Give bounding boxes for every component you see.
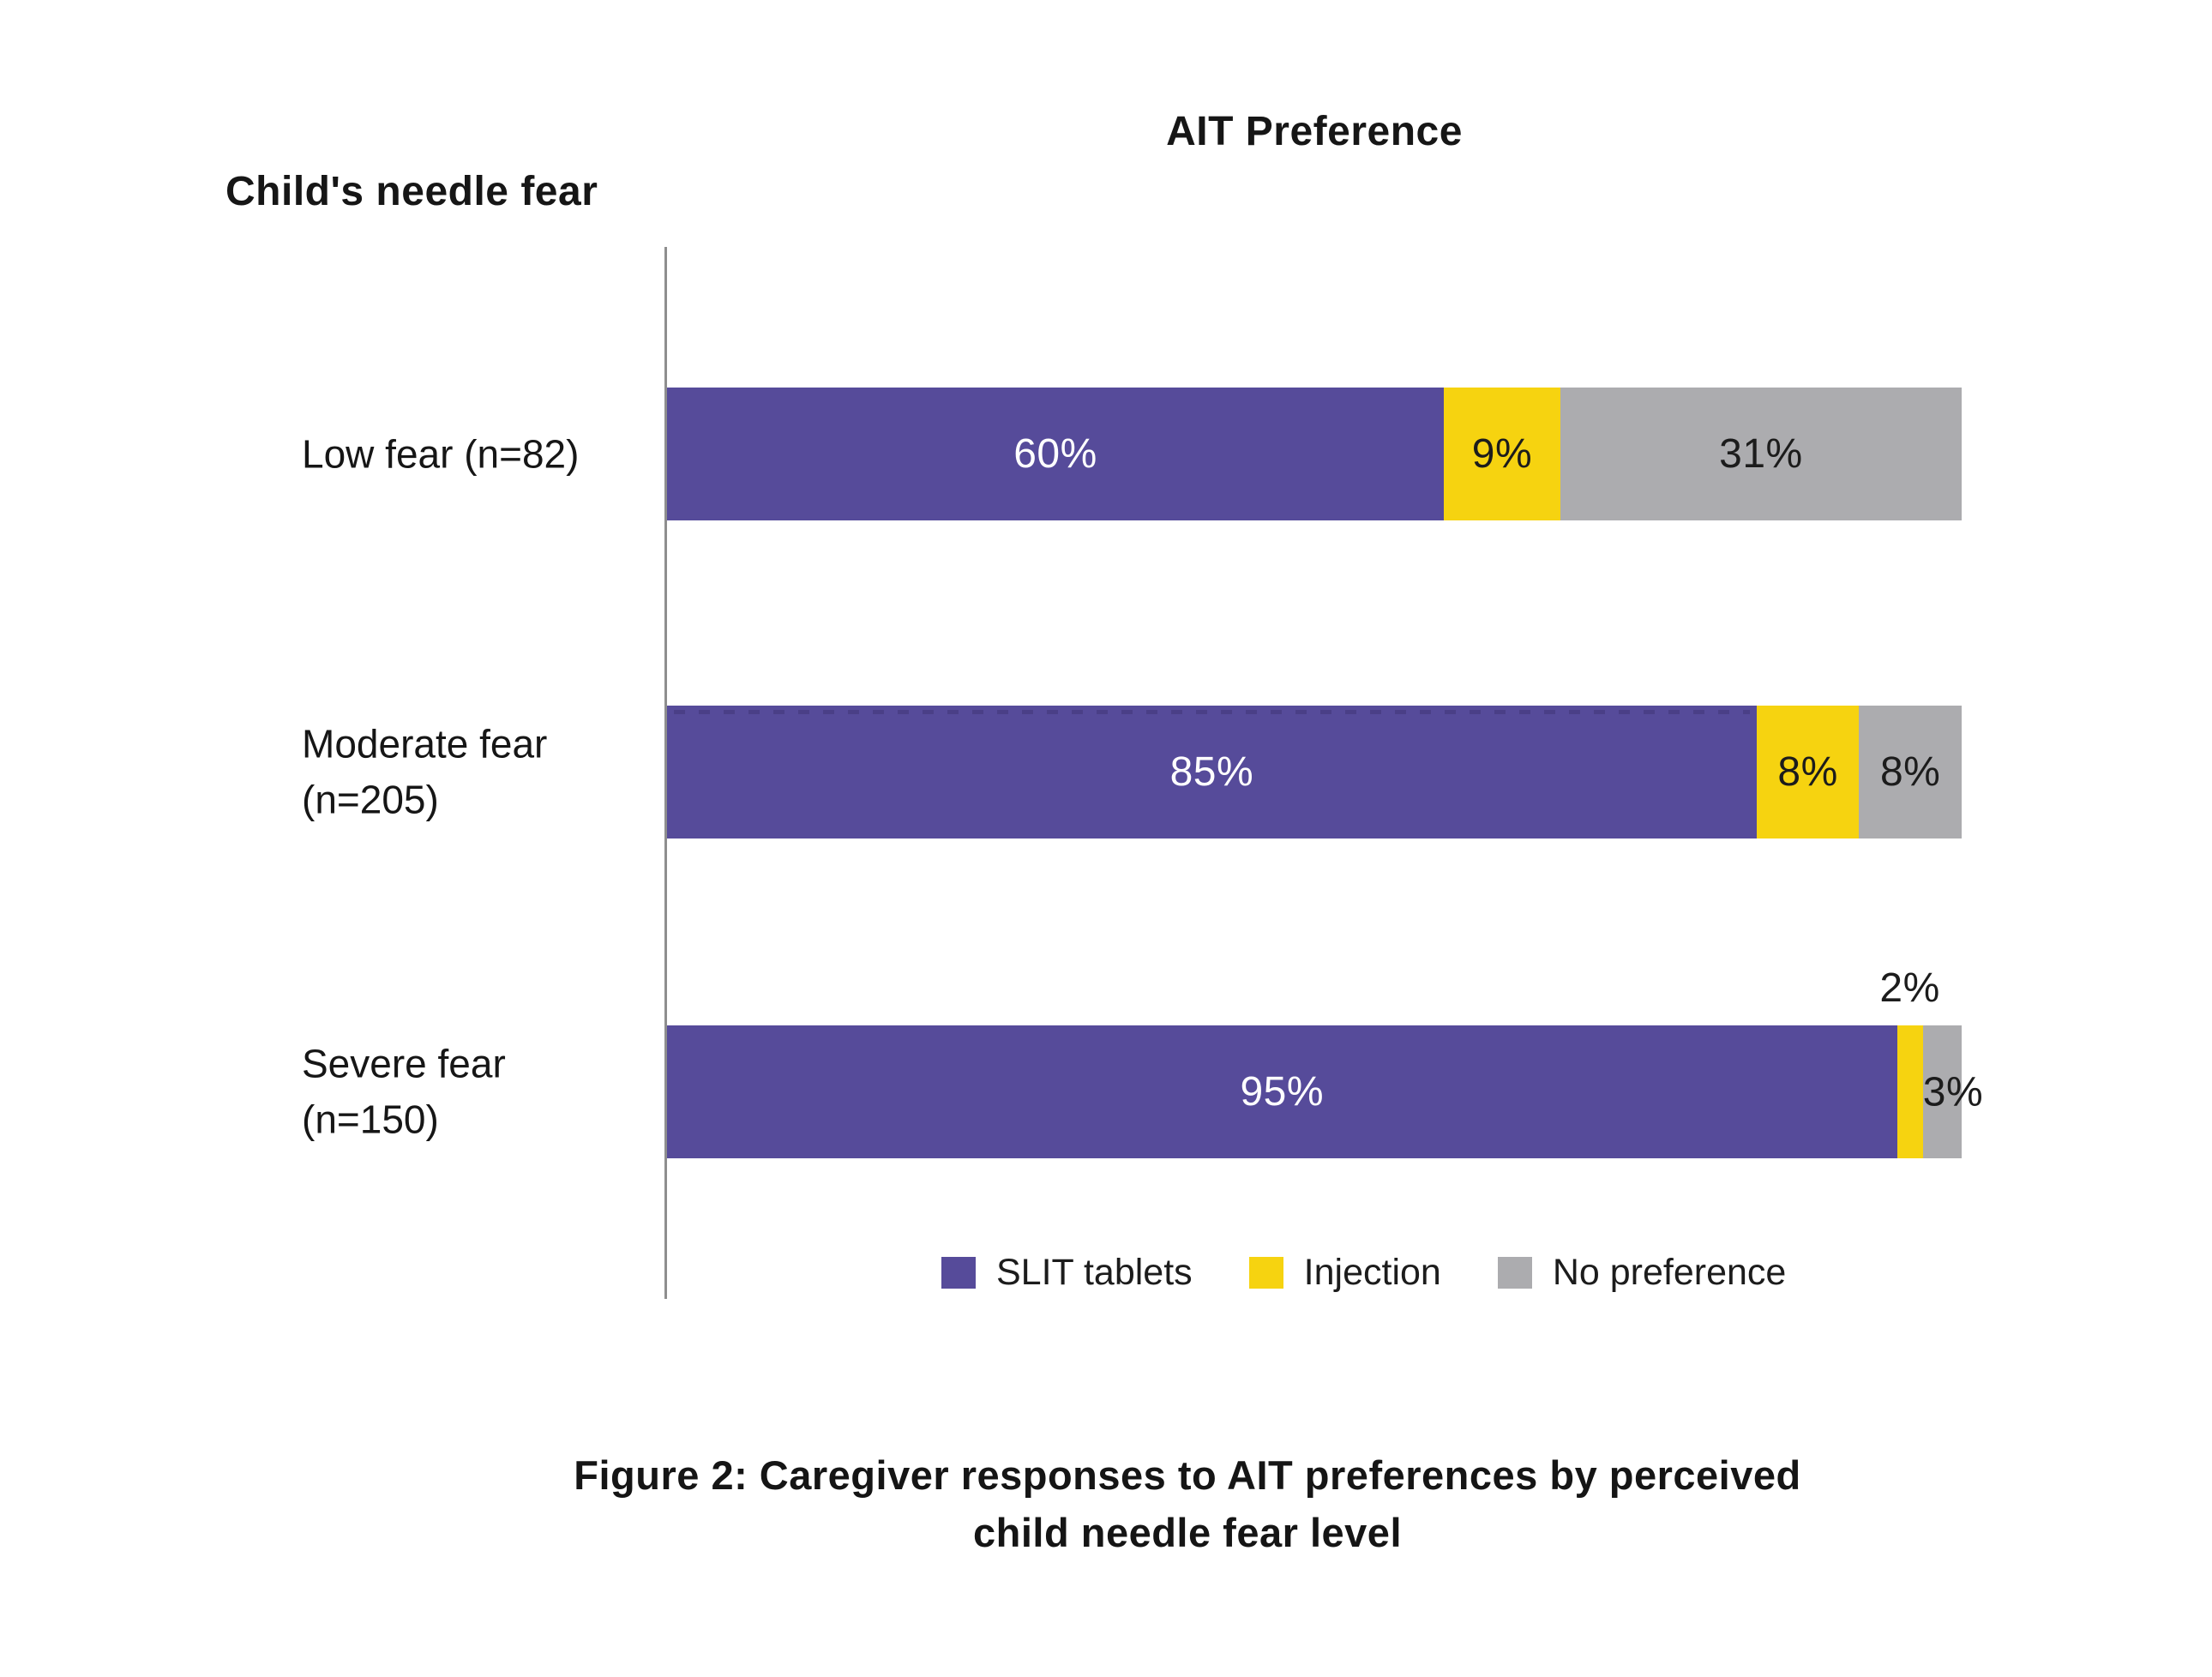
legend-label: Injection <box>1303 1252 1441 1293</box>
bar-segment-no-preference: 8% <box>1859 706 1962 838</box>
legend-item-slit-tablets: SLIT tablets <box>941 1252 1193 1294</box>
bar-segment-slit-tablets: 95% <box>667 1025 1897 1158</box>
bar-segment-injection: 9% <box>1444 388 1560 520</box>
bar-row-severe-fear: 95% 2% 3% <box>667 965 1983 1158</box>
value-label: 31% <box>1719 431 1803 477</box>
category-label-severe-fear: Severe fear (n=150) <box>302 1037 662 1149</box>
category-label-low-fear: Low fear (n=82) <box>302 426 662 482</box>
y-axis-title: Child's needle fear <box>225 169 598 214</box>
category-label-moderate-fear: Moderate fear (n=205) <box>302 717 662 829</box>
category-label-line: Low fear (n=82) <box>302 431 580 477</box>
legend-item-injection: Injection <box>1248 1252 1441 1294</box>
y-axis-line <box>664 247 667 1299</box>
value-label: 9% <box>1471 431 1533 477</box>
category-label-line: (n=205) <box>302 778 439 822</box>
legend-item-no-preference: No preference <box>1497 1252 1787 1294</box>
bar-segment-slit-tablets: 85% <box>667 706 1757 838</box>
bar-segment-injection: 2% <box>1879 965 1939 1158</box>
category-label-line: (n=150) <box>302 1097 439 1142</box>
value-label: 2% <box>1879 965 1940 1011</box>
legend-label: SLIT tablets <box>996 1252 1193 1293</box>
value-label: 60% <box>1013 431 1097 477</box>
legend: SLIT tablets Injection No preference <box>941 1252 1786 1294</box>
bar-segment-no-preference: 31% <box>1560 388 1962 520</box>
value-label: 95% <box>1240 1069 1325 1115</box>
figure-caption: Figure 2: Caregiver responses to AIT pre… <box>163 1447 2212 1561</box>
category-label-line: Severe fear <box>302 1041 506 1086</box>
bar-segment-injection: 8% <box>1756 706 1860 838</box>
slit-tablets-swatch-icon <box>941 1257 976 1289</box>
chart-title: AIT Preference <box>1166 109 1463 154</box>
value-label: 8% <box>1777 749 1838 795</box>
legend-label: No preference <box>1552 1252 1787 1293</box>
category-label-line: Moderate fear <box>302 721 548 766</box>
bar-segment-no-preference: 3% <box>1922 1025 1983 1158</box>
figure-caption-line-2: child needle fear level <box>973 1509 1402 1555</box>
value-label: 85% <box>1169 749 1254 795</box>
figure-caption-line-1: Figure 2: Caregiver responses to AIT pre… <box>574 1452 1801 1498</box>
value-label: 8% <box>1879 749 1941 795</box>
injection-swatch-icon <box>1248 1257 1283 1289</box>
bar-row-moderate-fear: 85% 8% 8% <box>667 706 1962 838</box>
bar-segment-slit-tablets: 60% <box>667 388 1444 520</box>
bar-row-low-fear: 60% 9% 31% <box>667 388 1962 520</box>
no-preference-swatch-icon <box>1497 1257 1532 1289</box>
value-label: 3% <box>1922 1069 1984 1115</box>
